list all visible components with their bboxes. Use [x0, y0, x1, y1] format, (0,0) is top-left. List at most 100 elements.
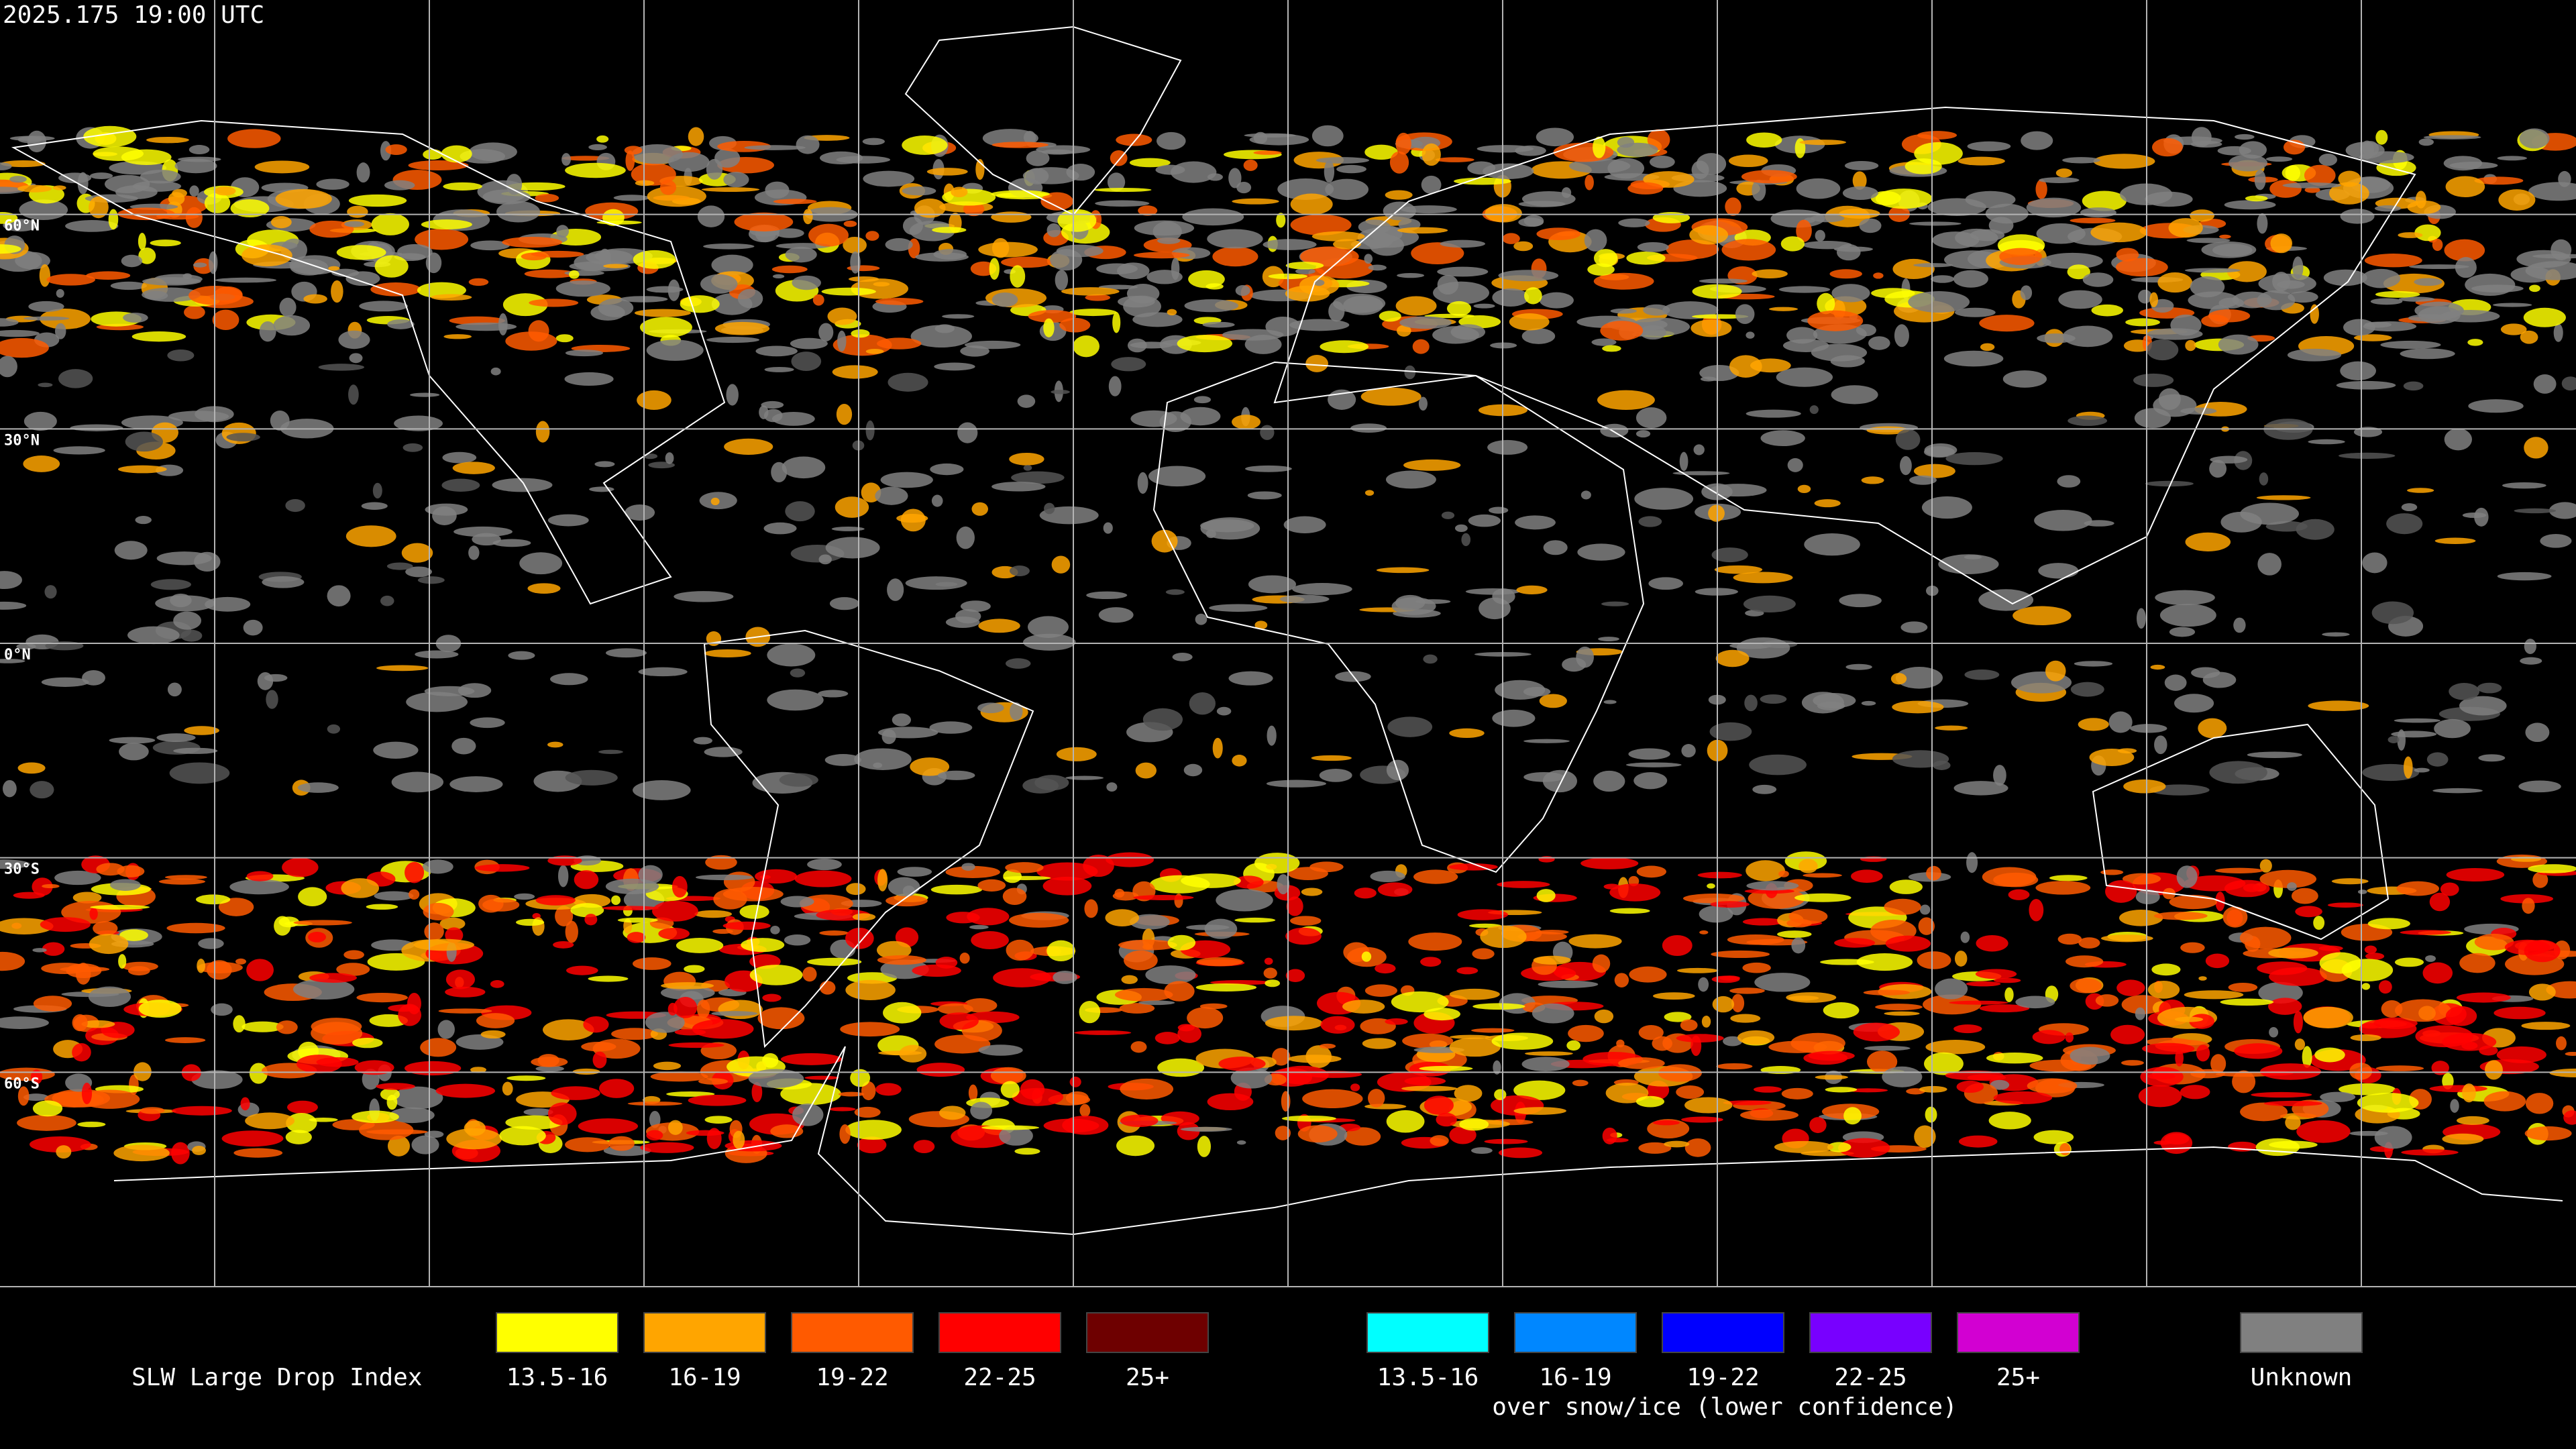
cloud-patch: [2387, 736, 2400, 743]
cloud-patch: [1159, 411, 1191, 433]
legend-label: 22-25: [963, 1364, 1036, 1391]
cloud-patch: [1119, 1003, 1155, 1014]
cloud-patch: [2327, 902, 2363, 908]
cloud-patch: [2093, 154, 2155, 169]
cloud-patch: [341, 878, 380, 898]
cloud-patch: [565, 1137, 610, 1152]
cloud-patch: [937, 770, 975, 780]
cloud-patch: [561, 153, 571, 166]
cloud-patch: [2331, 878, 2369, 885]
cloud-patch: [1533, 955, 1571, 965]
cloud-patch: [1086, 591, 1128, 600]
cloud-patch: [1976, 934, 2008, 952]
cloud-patch: [1286, 896, 1303, 916]
cloud-patch: [1524, 1051, 1573, 1056]
cloud-patch: [1413, 869, 1458, 884]
cloud-patch: [1309, 861, 1344, 873]
cloud-patch: [2304, 164, 2336, 186]
cloud-patch: [1295, 268, 1316, 274]
cloud-patch: [1062, 1116, 1109, 1135]
cloud-patch: [942, 189, 996, 206]
cloud-patch: [1523, 215, 1544, 227]
cloud-patch: [2158, 388, 2181, 411]
cloud-patch: [514, 893, 535, 900]
cloud-patch: [1385, 470, 1436, 489]
cloud-patch: [1419, 1065, 1473, 1071]
cloud-patch: [2228, 983, 2258, 992]
cloud-patch: [82, 670, 105, 686]
cloud-patch: [1925, 1040, 1986, 1055]
cloud-patch: [0, 356, 17, 378]
cloud-patch: [1853, 1022, 1900, 1042]
cloud-patch: [2373, 1017, 2418, 1030]
timestamp: 2025.175 19:00 UTC: [3, 1, 264, 29]
cloud-patch: [388, 1004, 419, 1012]
cloud-patch: [285, 1130, 312, 1144]
cloud-patch: [763, 522, 797, 535]
cloud-patch: [2365, 953, 2385, 960]
cloud-patch: [969, 924, 989, 930]
cloud-patch: [2021, 131, 2053, 150]
cloud-patch: [303, 294, 327, 304]
cloud-patch: [468, 545, 480, 560]
cloud-patch: [1791, 937, 1806, 954]
cloud-patch: [1106, 782, 1118, 792]
cloud-patch: [1364, 144, 1398, 160]
cloud-patch: [2254, 169, 2266, 191]
cloud-patch: [1279, 594, 1330, 604]
cloud-patch: [1005, 658, 1031, 669]
cloud-patch: [2234, 1043, 2283, 1059]
cloud-patch: [929, 721, 973, 734]
cloud-patch: [1333, 239, 1361, 250]
cloud-patch: [819, 930, 849, 936]
cloud-patch: [1566, 1040, 1581, 1051]
cloud-patch: [17, 184, 52, 193]
cloud-patch: [1297, 1125, 1338, 1143]
cloud-patch: [1044, 502, 1055, 515]
cloud-patch: [125, 431, 163, 452]
cloud-patch: [1130, 1041, 1147, 1053]
cloud-patch: [2135, 889, 2160, 905]
cloud-patch: [2400, 930, 2451, 935]
cloud-patch: [1917, 131, 1957, 140]
cloud-patch: [417, 576, 445, 584]
cloud-patch: [502, 1081, 513, 1096]
cloud-patch: [934, 1034, 991, 1054]
cloud-patch: [1399, 316, 1452, 329]
cloud-patch: [1648, 577, 1683, 590]
cloud-patch: [1516, 585, 1548, 594]
cloud-patch: [930, 884, 983, 895]
cloud-patch: [1418, 396, 1428, 411]
cloud-patch: [1156, 131, 1186, 150]
cloud-patch: [2285, 165, 2301, 181]
cloud-patch: [2364, 945, 2377, 954]
cloud-patch: [1831, 385, 1878, 405]
cloud-patch: [198, 938, 224, 949]
cloud-patch: [2138, 289, 2152, 304]
cloud-patch: [155, 595, 215, 612]
cloud-patch: [1875, 1004, 1923, 1011]
cloud-patch: [1794, 893, 1851, 902]
cloud-patch: [331, 280, 343, 303]
cloud-patch: [492, 539, 531, 547]
cloud-patch: [1138, 1000, 1175, 1006]
cloud-patch: [167, 682, 182, 697]
cloud-patch: [1600, 321, 1644, 341]
cloud-patch: [441, 145, 472, 163]
cloud-patch: [1472, 1003, 1525, 1010]
cloud-patch: [1935, 978, 1968, 1000]
cloud-patch: [1652, 1036, 1673, 1051]
cloud-patch: [1009, 565, 1030, 576]
cloud-patch: [1695, 588, 1738, 596]
cloud-patch: [1776, 367, 1833, 387]
cloud-patch: [2209, 761, 2267, 784]
cloud-patch: [645, 1012, 685, 1033]
cloud-patch: [2268, 947, 2318, 959]
cloud-patch: [356, 992, 408, 1003]
cloud-patch: [771, 411, 815, 426]
cloud-patch: [174, 158, 217, 174]
cloud-patch: [807, 859, 842, 871]
cloud-patch: [1, 160, 46, 168]
cloud-patch: [2522, 898, 2535, 914]
cloud-patch: [967, 908, 1010, 926]
